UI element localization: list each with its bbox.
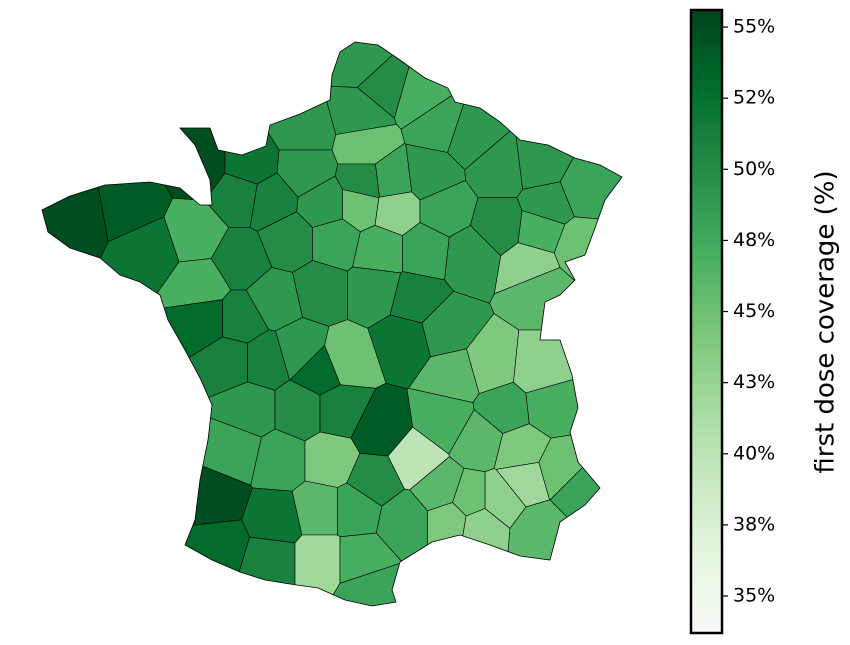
colorbar-tick-label: 55% xyxy=(733,16,775,38)
department xyxy=(402,222,450,281)
department xyxy=(501,499,622,606)
department xyxy=(42,216,180,397)
colorbar-gradient xyxy=(689,8,724,635)
colorbar-label: first dose coverage (%) xyxy=(811,170,841,473)
department xyxy=(209,42,337,151)
departments xyxy=(42,42,622,606)
department xyxy=(241,487,303,544)
department xyxy=(42,519,250,606)
colorbar-tick-label: 50% xyxy=(733,158,775,180)
department xyxy=(42,42,109,417)
department xyxy=(70,42,226,201)
colorbar-tick-label: 35% xyxy=(733,585,775,607)
colorbar-tick-label: 45% xyxy=(733,300,775,322)
colorbar-tick-label: 52% xyxy=(733,87,775,109)
country-outline xyxy=(41,41,623,607)
department xyxy=(427,502,467,604)
colorbar-tick-label: 43% xyxy=(733,371,775,393)
colorbar-tick-label: 48% xyxy=(733,229,775,251)
department xyxy=(322,85,397,135)
department xyxy=(513,329,622,394)
colorbar-tick-label: 40% xyxy=(733,442,775,464)
department xyxy=(294,534,341,606)
colorbar: 35% 38% 40% 43% 45% 48% 50% 52% 55% xyxy=(689,8,775,635)
colorbar-tick-label: 38% xyxy=(733,513,775,535)
